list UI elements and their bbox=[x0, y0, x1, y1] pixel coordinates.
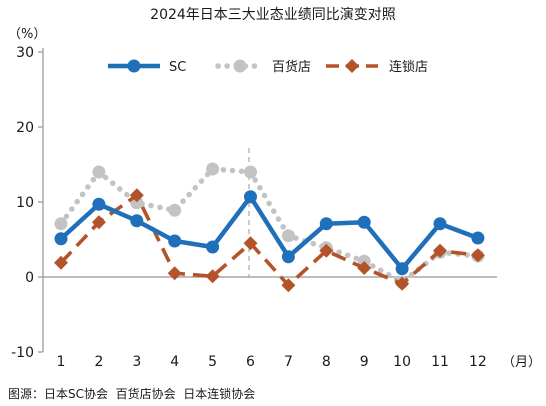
chart-title: 2024年日本三大业态业绩同比演变对照 bbox=[150, 7, 396, 23]
legend-label-chain-store: 连锁店 bbox=[389, 59, 428, 75]
y-tick-label: 10 bbox=[16, 195, 34, 211]
data-point-chain-store bbox=[395, 276, 410, 291]
data-point-sc bbox=[130, 214, 144, 228]
data-point-chain-store bbox=[129, 188, 144, 203]
x-tick-label: 7 bbox=[284, 354, 293, 370]
x-tick-label: 8 bbox=[322, 354, 331, 370]
x-axis-unit: （月） bbox=[502, 355, 541, 370]
data-point-chain-store bbox=[357, 261, 372, 275]
series-sc bbox=[54, 190, 485, 276]
data-point-sc bbox=[244, 190, 257, 204]
series-chain-store bbox=[54, 188, 485, 293]
data-point-sc bbox=[281, 250, 295, 264]
x-tick-label: 3 bbox=[132, 354, 141, 370]
data-point-sc bbox=[206, 240, 220, 254]
legend-swatch-marker bbox=[345, 59, 359, 73]
data-point-sc bbox=[357, 215, 371, 229]
series-line-sc bbox=[59, 194, 479, 271]
data-point-sc bbox=[92, 197, 106, 211]
data-point-chain-store bbox=[319, 243, 334, 258]
x-tick-label: 1 bbox=[57, 354, 66, 370]
data-point-chain-store bbox=[433, 243, 447, 258]
data-point-chain-store bbox=[243, 236, 258, 251]
x-tick-label: 12 bbox=[469, 354, 487, 370]
data-point-department-store bbox=[206, 162, 220, 176]
legend-item-sc: SC bbox=[108, 59, 186, 75]
data-point-chain-store bbox=[167, 266, 182, 281]
legend-label-sc: SC bbox=[169, 60, 186, 75]
y-tick-label: 0 bbox=[25, 270, 34, 286]
y-axis-unit: （%） bbox=[8, 27, 46, 42]
legend-swatch-marker bbox=[233, 59, 247, 73]
series-line-chain-store bbox=[59, 193, 479, 288]
y-tick-label: -10 bbox=[11, 345, 34, 361]
x-tick-label: 10 bbox=[393, 354, 411, 370]
plot-area bbox=[54, 162, 485, 293]
data-point-sc bbox=[168, 234, 182, 248]
data-point-chain-store bbox=[205, 269, 220, 284]
x-tick-label: 6 bbox=[246, 354, 255, 370]
legend-item-chain-store: 连锁店 bbox=[326, 59, 428, 75]
y-tick-label: 20 bbox=[16, 120, 34, 136]
x-tick-label: 11 bbox=[431, 354, 449, 370]
source-note: 图源：日本SC协会 百货店协会 日本连锁协会 bbox=[8, 386, 255, 401]
data-point-department-store bbox=[244, 165, 257, 179]
data-point-sc bbox=[433, 217, 447, 231]
legend: SC 百货店 连锁店 bbox=[108, 59, 428, 75]
data-point-department-store bbox=[92, 165, 106, 179]
x-tick-label: 2 bbox=[94, 354, 103, 370]
x-tick-label: 4 bbox=[170, 354, 179, 370]
data-point-sc bbox=[319, 217, 333, 231]
data-point-chain-store bbox=[91, 215, 106, 230]
legend-label-department-store: 百货店 bbox=[272, 59, 311, 75]
legend-item-department-store: 百货店 bbox=[215, 59, 311, 75]
data-point-department-store bbox=[54, 217, 68, 231]
data-point-chain-store bbox=[470, 248, 485, 263]
y-tick-label: 30 bbox=[16, 45, 34, 61]
data-point-chain-store bbox=[54, 255, 68, 270]
x-tick-label: 9 bbox=[360, 354, 369, 370]
data-point-chain-store bbox=[281, 278, 296, 293]
data-point-department-store bbox=[168, 203, 182, 217]
x-tick-label: 5 bbox=[208, 354, 217, 370]
data-point-sc bbox=[54, 232, 68, 246]
data-point-sc bbox=[471, 231, 485, 245]
series-line-department-store bbox=[58, 166, 481, 285]
data-point-department-store bbox=[281, 229, 295, 243]
data-point-sc bbox=[395, 262, 409, 276]
legend-swatch-marker bbox=[127, 59, 141, 73]
